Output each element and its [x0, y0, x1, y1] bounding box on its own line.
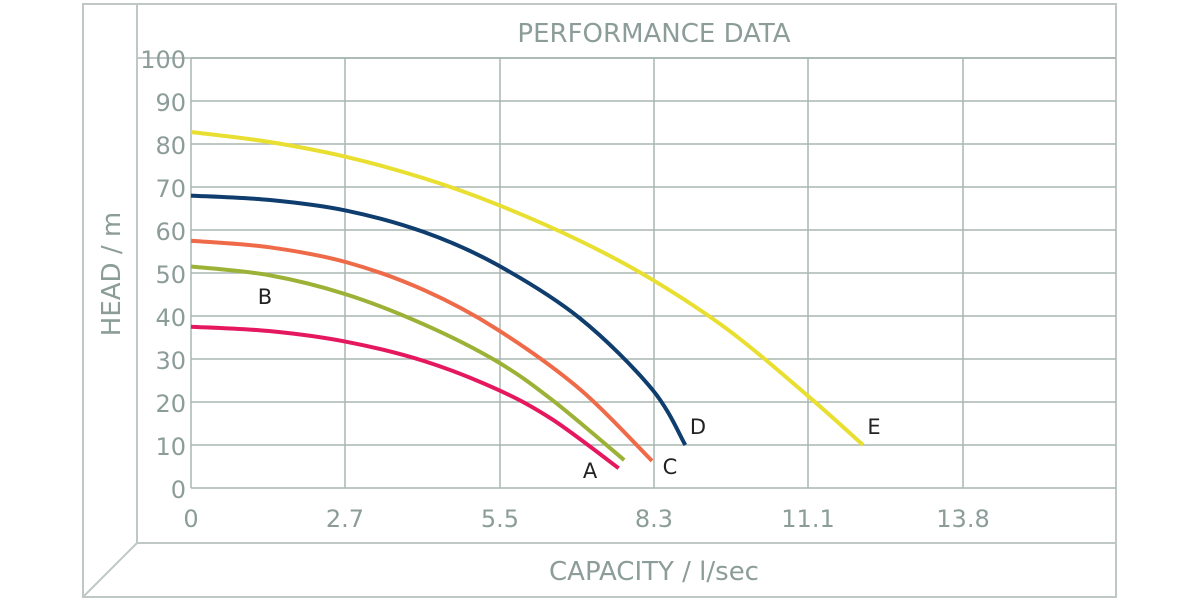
y-tick-label: 10	[155, 433, 186, 461]
curve-c	[190, 238, 654, 463]
x-axis-ticks: 0 2.7 5.5 8.3 11.1 13.8	[183, 505, 989, 533]
x-tick-label: 13.8	[936, 505, 989, 533]
curve-label-b: B	[258, 285, 272, 309]
curve-label-e: E	[867, 415, 880, 439]
x-tick-label: 5.5	[481, 505, 519, 533]
y-axis-title: HEAD / m	[97, 212, 127, 336]
curve-a	[190, 324, 620, 470]
curve-e	[190, 129, 865, 447]
y-tick-label: 80	[155, 132, 186, 160]
y-tick-label: 0	[171, 476, 186, 504]
x-tick-label: 11.1	[781, 505, 834, 533]
y-tick-label: 90	[155, 89, 186, 117]
y-tick-label: 30	[155, 347, 186, 375]
curve-labels: A B CD E	[258, 285, 881, 483]
curve-b	[190, 264, 626, 462]
curve-label-d: D	[690, 415, 706, 439]
x-tick-label: 2.7	[326, 505, 364, 533]
y-axis-ticks: 0 10 20 30 40 50 60 70 80 90 100	[140, 46, 186, 504]
y-tick-label: 40	[155, 304, 186, 332]
x-tick-label: 8.3	[635, 505, 673, 533]
x-axis-title: CAPACITY / l/sec	[549, 557, 759, 587]
curve-label-c: C	[663, 455, 678, 479]
curve-d	[190, 193, 688, 447]
y-tick-label: 20	[155, 390, 186, 418]
x-tick-label: 0	[183, 505, 198, 533]
chart-title: PERFORMANCE DATA	[517, 19, 790, 49]
y-tick-label: 70	[155, 175, 186, 203]
y-tick-label: 60	[155, 218, 186, 246]
y-tick-label: 100	[140, 46, 186, 74]
y-tick-label: 50	[155, 261, 186, 289]
plot-grid	[190, 57, 1116, 489]
performance-curves	[190, 129, 865, 470]
curve-label-a: A	[583, 459, 598, 483]
